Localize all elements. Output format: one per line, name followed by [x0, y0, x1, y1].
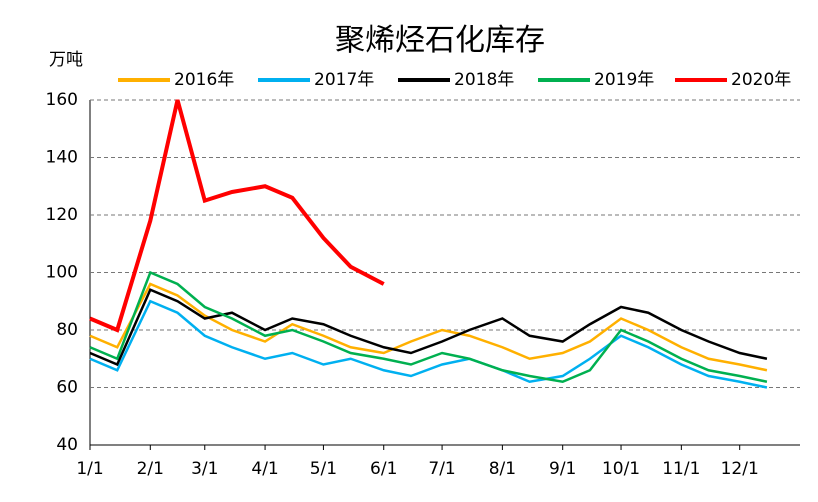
y-tick-label: 160 [46, 90, 78, 110]
y-tick-label: 40 [56, 435, 78, 455]
y-tick-label: 60 [56, 378, 78, 398]
y-tick-label: 120 [46, 205, 78, 225]
line-series [89, 270, 768, 384]
x-tick-label: 11/1 [662, 459, 700, 479]
y-tick-label: 140 [46, 148, 78, 168]
legend-label: 2018年 [454, 70, 514, 90]
x-tick-label: 6/1 [370, 459, 397, 479]
x-tick-label: 10/1 [602, 459, 640, 479]
legend-label: 2020年 [731, 70, 791, 90]
legend-label: 2017年 [314, 70, 374, 90]
line-series [89, 288, 768, 367]
x-tick-label: 9/1 [549, 459, 576, 479]
x-tick-label: 12/1 [721, 459, 759, 479]
x-tick-label: 1/1 [76, 459, 103, 479]
chart-title: 聚烯烃石化库存 [335, 23, 545, 58]
x-tick-label: 8/1 [489, 459, 516, 479]
y-tick-label: 100 [46, 263, 78, 283]
y-axis-label: 万吨 [49, 50, 83, 70]
y-tick-label: 80 [56, 320, 78, 340]
x-tick-label: 7/1 [428, 459, 455, 479]
line-series [89, 282, 768, 372]
x-tick-label: 3/1 [191, 459, 218, 479]
x-tick-label: 2/1 [137, 459, 164, 479]
legend-label: 2019年 [594, 70, 654, 90]
line-series [89, 99, 385, 333]
x-tick-label: 5/1 [310, 459, 337, 479]
legend-label: 2016年 [174, 70, 234, 90]
line-series [89, 299, 768, 389]
x-tick-label: 4/1 [251, 459, 278, 479]
